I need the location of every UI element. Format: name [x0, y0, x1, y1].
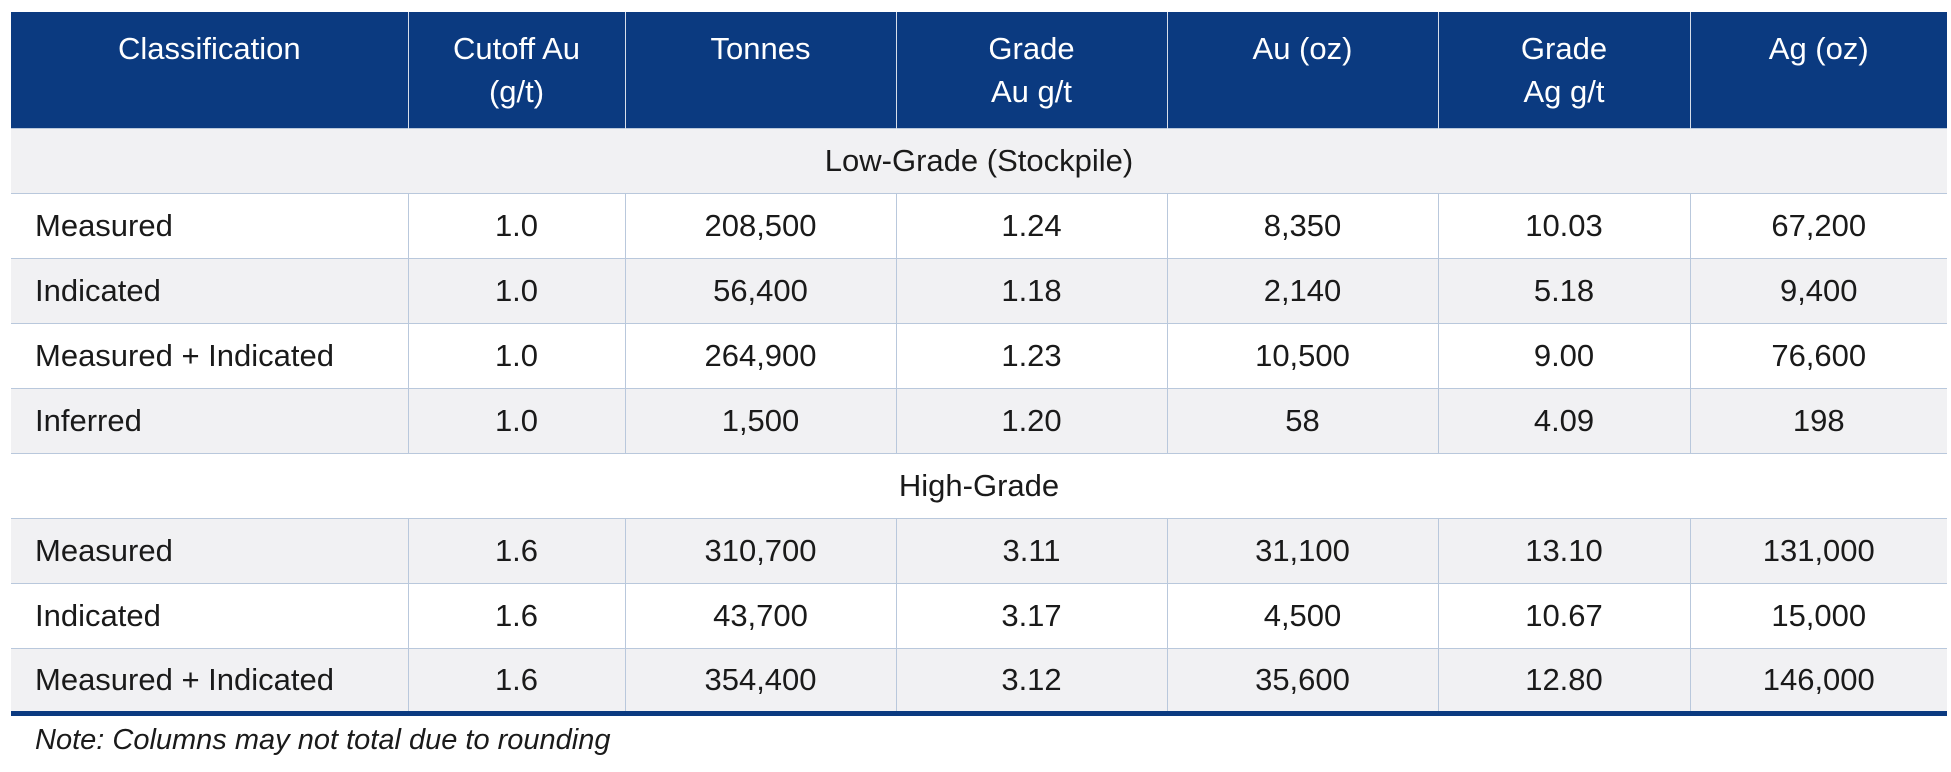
- column-header-grade-ag: Grade Ag g/t: [1437, 12, 1690, 128]
- table-cell-grade-ag: 13.10: [1437, 517, 1690, 583]
- table-cell-grade-au: 1.18: [895, 257, 1167, 323]
- table-cell-cutoff-au: 1.0: [407, 257, 625, 323]
- column-header-text: Grade: [988, 31, 1075, 66]
- column-header-text: Ag (oz): [1768, 31, 1869, 66]
- table-cell-ag-oz: 15,000: [1689, 582, 1947, 648]
- table-row: Measured 1.6 310,700 3.11 31,100 13.10 131,000: [11, 517, 1947, 583]
- column-header-text: Grade: [1520, 31, 1608, 66]
- table-cell-cutoff-au: 1.0: [407, 322, 625, 388]
- table-cell-au-oz: 2,140: [1166, 257, 1438, 323]
- table-cell-grade-ag: 9.00: [1437, 322, 1690, 388]
- table-cell-grade-au: 3.11: [895, 517, 1167, 583]
- column-header-text: (g/t): [488, 74, 545, 109]
- table-cell-grade-ag: 4.09: [1437, 387, 1690, 453]
- table-cell-ag-oz: 76,600: [1689, 322, 1947, 388]
- table-row: Inferred 1.0 1,500 1.20 58 4.09 198: [11, 387, 1947, 453]
- column-header-text: Cutoff Au: [453, 31, 580, 66]
- table-cell-classification: Measured + Indicated: [11, 647, 408, 716]
- table-cell-classification: Indicated: [11, 257, 408, 323]
- table-cell-ag-oz: 131,000: [1689, 517, 1947, 583]
- table-cell-grade-ag: 10.67: [1437, 582, 1690, 648]
- table-cell-au-oz: 35,600: [1166, 647, 1438, 716]
- table-cell-cutoff-au: 1.6: [407, 517, 625, 583]
- section-header-row: High-Grade: [11, 452, 1947, 518]
- table-cell-classification: Measured: [11, 517, 408, 583]
- table-row: Measured 1.0 208,500 1.24 8,350 10.03 67,200: [11, 192, 1947, 258]
- table-row: Measured + Indicated 1.0 264,900 1.23 10,500…: [11, 322, 1947, 388]
- column-header-text: Ag g/t: [1523, 74, 1605, 109]
- table-cell-grade-au: 3.17: [895, 582, 1167, 648]
- table-cell-cutoff-au: 1.0: [407, 387, 625, 453]
- table-cell-grade-au: 1.20: [895, 387, 1167, 453]
- table-row: Indicated 1.0 56,400 1.18 2,140 5.18 9,400: [11, 257, 1947, 323]
- table-cell-ag-oz: 198: [1689, 387, 1947, 453]
- table-row: Measured + Indicated 1.6 354,400 3.12 35,600…: [11, 647, 1947, 716]
- resource-estimate-table: Classification Cutoff Au (g/t) Tonnes Grade A…: [11, 12, 1947, 716]
- table-cell-au-oz: 8,350: [1166, 192, 1438, 258]
- column-header-text: Tonnes: [710, 31, 811, 66]
- column-header-grade-au: Grade Au g/t: [895, 12, 1167, 128]
- table-row: Indicated 1.6 43,700 3.17 4,500 10.67 15,000: [11, 582, 1947, 648]
- table-cell-classification: Indicated: [11, 582, 408, 648]
- table-body: Low-Grade (Stockpile) Measured 1.0 208,500 1…: [11, 127, 1947, 716]
- table-cell-au-oz: 31,100: [1166, 517, 1438, 583]
- table-note: Note: Columns may not total due to round…: [35, 723, 611, 756]
- column-header-classification: Classification: [11, 12, 408, 128]
- table-cell-tonnes: 310,700: [624, 517, 896, 583]
- table-cell-classification: Measured + Indicated: [11, 322, 408, 388]
- table-cell-classification: Measured: [11, 192, 408, 258]
- table-cell-ag-oz: 146,000: [1689, 647, 1947, 716]
- table-cell-au-oz: 4,500: [1166, 582, 1438, 648]
- table-cell-grade-ag: 5.18: [1437, 257, 1690, 323]
- section-title: Low-Grade (Stockpile): [11, 127, 1947, 193]
- table-cell-tonnes: 208,500: [624, 192, 896, 258]
- column-header-au-oz: Au (oz): [1166, 12, 1438, 128]
- table-cell-au-oz: 10,500: [1166, 322, 1438, 388]
- table-header: Classification Cutoff Au (g/t) Tonnes Grade A…: [11, 12, 1947, 128]
- section-title: High-Grade: [11, 452, 1947, 518]
- table-cell-tonnes: 264,900: [624, 322, 896, 388]
- section-header-row: Low-Grade (Stockpile): [11, 127, 1947, 193]
- column-header-text: Classification: [117, 31, 301, 66]
- column-header-text: Au (oz): [1252, 31, 1353, 66]
- header-row: Classification Cutoff Au (g/t) Tonnes Grade A…: [11, 12, 1947, 128]
- table-cell-grade-au: 3.12: [895, 647, 1167, 716]
- table-cell-cutoff-au: 1.6: [407, 647, 625, 716]
- table-cell-grade-au: 1.23: [895, 322, 1167, 388]
- table-cell-au-oz: 58: [1166, 387, 1438, 453]
- table-cell-grade-au: 1.24: [895, 192, 1167, 258]
- table-cell-tonnes: 43,700: [624, 582, 896, 648]
- column-header-cutoff-au: Cutoff Au (g/t): [407, 12, 625, 128]
- table-cell-cutoff-au: 1.6: [407, 582, 625, 648]
- table-cell-grade-ag: 10.03: [1437, 192, 1690, 258]
- table-cell-cutoff-au: 1.0: [407, 192, 625, 258]
- table-cell-tonnes: 354,400: [624, 647, 896, 716]
- column-header-ag-oz: Ag (oz): [1689, 12, 1947, 128]
- table-cell-tonnes: 1,500: [624, 387, 896, 453]
- column-header-tonnes: Tonnes: [624, 12, 896, 128]
- resource-table-container: Classification Cutoff Au (g/t) Tonnes Grade A…: [11, 12, 1947, 757]
- table-cell-ag-oz: 67,200: [1689, 192, 1947, 258]
- column-header-text: Au g/t: [991, 74, 1072, 109]
- table-cell-ag-oz: 9,400: [1689, 257, 1947, 323]
- table-cell-classification: Inferred: [11, 387, 408, 453]
- table-cell-tonnes: 56,400: [624, 257, 896, 323]
- table-cell-grade-ag: 12.80: [1437, 647, 1690, 716]
